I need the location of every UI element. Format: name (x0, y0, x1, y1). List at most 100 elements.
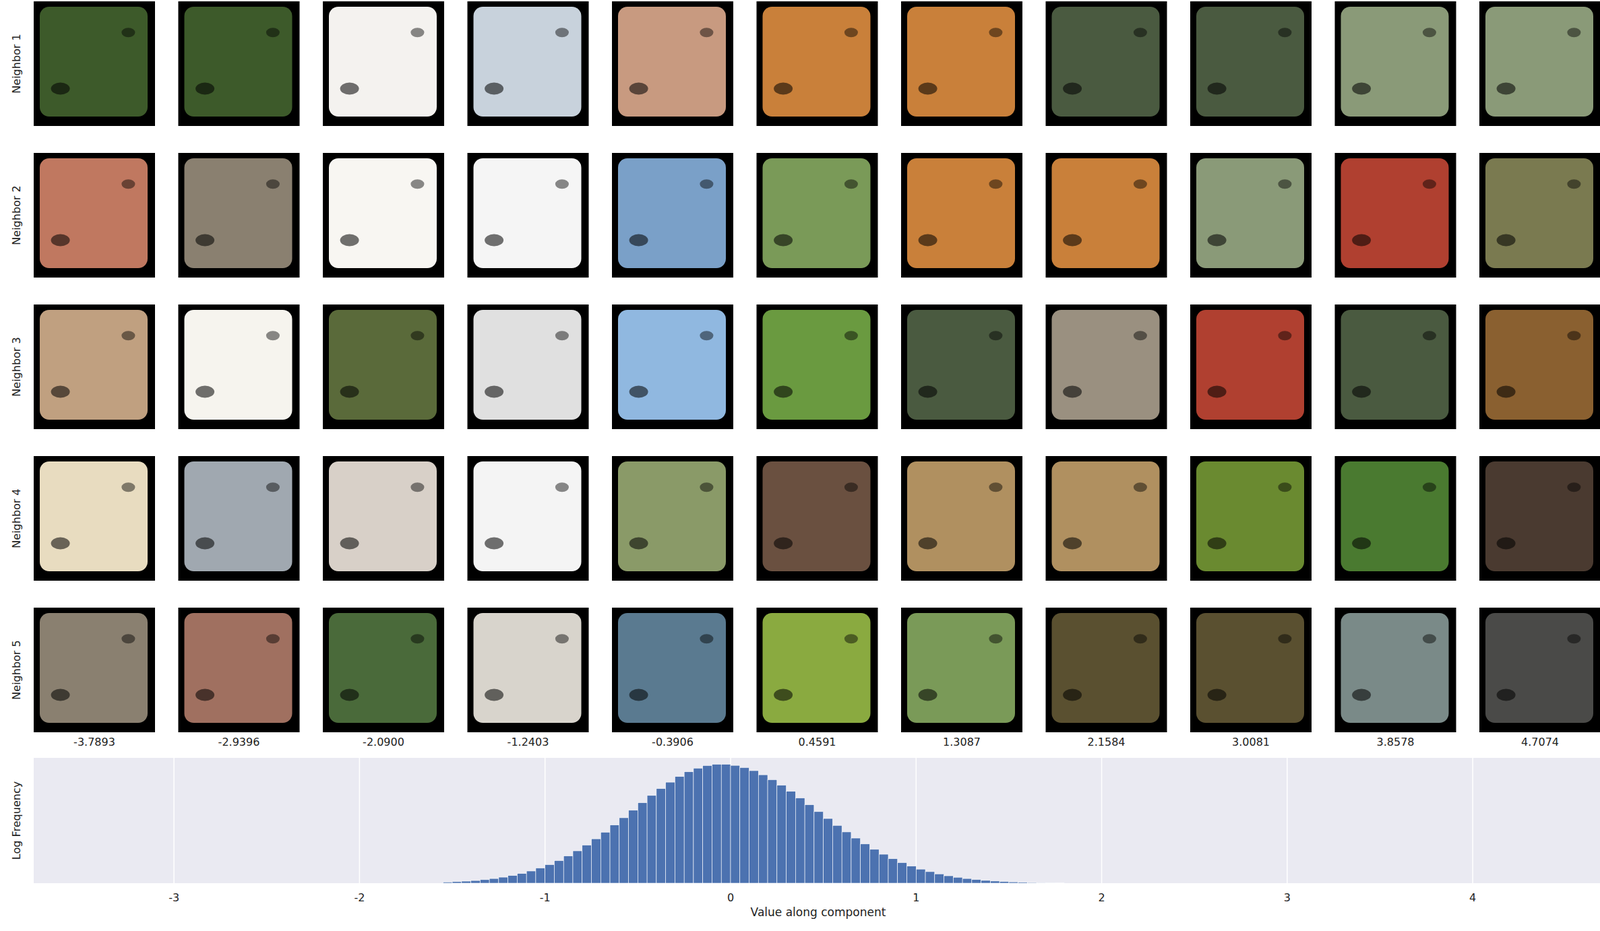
thumbnail (322, 456, 445, 581)
histogram-bar (637, 803, 648, 884)
thumbnail (1045, 152, 1168, 278)
histogram-bar (749, 771, 759, 884)
thumbnail (322, 304, 445, 430)
histogram-bar (851, 838, 861, 884)
thumbnail (467, 152, 590, 278)
thumbnail (1045, 1, 1168, 127)
thumbnail (611, 456, 734, 581)
thumbnail (1479, 1, 1600, 127)
thumbnail (1190, 152, 1312, 278)
histogram-bar (981, 880, 991, 884)
thumbnail (33, 304, 156, 430)
histogram-bar (860, 844, 871, 884)
histogram-bar (702, 765, 713, 884)
histogram-bar (823, 818, 834, 884)
thumbnail (611, 304, 734, 430)
histogram-bar (907, 866, 917, 884)
column-label: -3.7893 (73, 735, 116, 749)
thumbnail (1335, 304, 1457, 430)
column-label: 3.8578 (1376, 735, 1415, 749)
histogram-bar (841, 832, 852, 884)
histogram-bar (591, 839, 602, 884)
histogram-bar (471, 880, 481, 884)
row-label: Neighbor 4 (10, 488, 23, 548)
thumbnail (901, 607, 1023, 733)
histogram-bar (777, 785, 787, 884)
thumbnail (322, 607, 445, 733)
thumbnail (467, 456, 590, 581)
column-label: 0.4591 (798, 735, 837, 749)
histogram-bar (535, 868, 546, 884)
grid-line (915, 758, 918, 884)
histogram-bar (582, 845, 592, 884)
histogram-bar (740, 767, 750, 884)
thumbnail (33, 152, 156, 278)
thumbnail (1479, 152, 1600, 278)
histogram-bar (869, 849, 879, 884)
histogram-bar (952, 877, 963, 884)
grid-line (1101, 758, 1103, 884)
figure: Neighbor 1Neighbor 2Neighbor 3Neighbor 4… (0, 0, 1600, 931)
thumbnail (1335, 1, 1457, 127)
thumbnail (1479, 304, 1600, 430)
thumbnail (1045, 607, 1168, 733)
thumbnail (756, 1, 879, 127)
thumbnail (611, 152, 734, 278)
thumbnail (467, 607, 590, 733)
column-label: -1.2403 (507, 735, 550, 749)
histogram-bar (1008, 882, 1019, 884)
tick-label: 4 (1469, 891, 1476, 905)
thumbnail (1479, 456, 1600, 581)
bars (442, 764, 1065, 884)
row-label: Neighbor 1 (10, 33, 23, 94)
histogram-bar (999, 882, 1009, 884)
histogram-bar (832, 825, 842, 884)
column-label: -2.0900 (362, 735, 405, 749)
thumbnail (178, 152, 300, 278)
histogram-bar (508, 876, 518, 884)
histogram-bar (693, 768, 703, 884)
histogram-bar (721, 764, 731, 884)
histogram-bar (479, 880, 490, 884)
thumbnail (1190, 304, 1312, 430)
histogram-bar (665, 782, 676, 884)
row-label: Neighbor 3 (10, 336, 23, 397)
histogram-bar (767, 779, 778, 884)
tick-label: 3 (1283, 891, 1291, 905)
column-label: -0.3906 (651, 735, 694, 749)
thumbnail (1335, 456, 1457, 581)
histogram-bar (554, 861, 564, 884)
histogram-bar (962, 878, 972, 884)
column-label: -2.9396 (218, 735, 261, 749)
histogram-bar (971, 880, 982, 884)
histogram-bar (545, 864, 555, 884)
histogram-bar (990, 881, 1000, 884)
grid-line (544, 758, 546, 884)
histogram-bar (915, 869, 926, 884)
thumbnail (611, 607, 734, 733)
grid-line (173, 758, 175, 884)
thumbnail (1335, 607, 1457, 733)
grid-line (359, 758, 361, 884)
histogram-bar (516, 874, 527, 884)
thumbnail (756, 304, 879, 430)
histogram-bar (786, 791, 796, 884)
column-label: 1.3087 (942, 735, 981, 749)
histogram-bar (1018, 882, 1028, 884)
column-label: 3.0081 (1232, 735, 1270, 749)
tick-label: -3 (168, 891, 180, 905)
column-label: 4.7074 (1521, 735, 1559, 749)
histogram-bar (442, 882, 453, 884)
tick-label: 2 (1097, 891, 1105, 905)
thumbnail (33, 456, 156, 581)
thumbnail-grid: Neighbor 1Neighbor 2Neighbor 3Neighbor 4… (10, 1, 1600, 733)
histogram-bar (563, 856, 573, 884)
thumbnail (901, 456, 1023, 581)
thumbnail (611, 1, 734, 127)
tick-label: -2 (353, 891, 365, 905)
histogram-bar (758, 775, 768, 884)
histogram-bar (600, 832, 610, 884)
histogram-bar (628, 810, 639, 884)
grid-line (1471, 758, 1474, 884)
histogram-bar (934, 874, 945, 884)
